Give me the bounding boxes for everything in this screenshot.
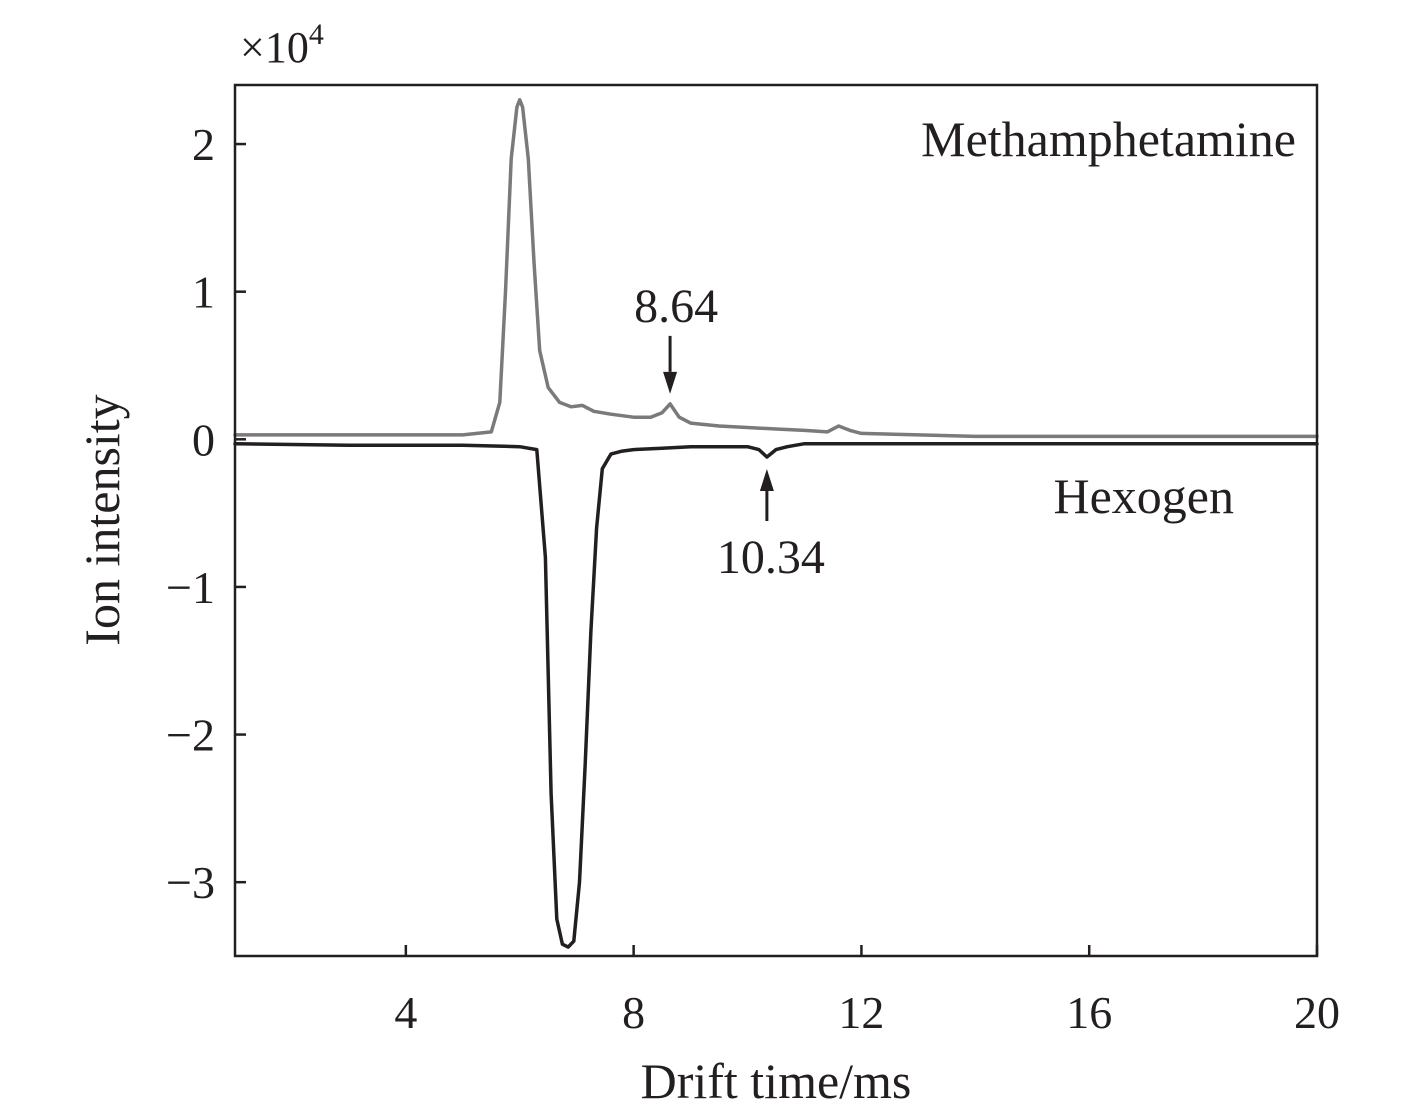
x-tick-label: 8 bbox=[622, 987, 645, 1038]
y-tick-label: 0 bbox=[192, 414, 215, 465]
annotations-layer: 8.64 10.34 bbox=[634, 280, 825, 584]
y-tick-label: 2 bbox=[192, 119, 215, 170]
y-tick-label: 1 bbox=[192, 267, 215, 318]
annotation-arrow-head bbox=[759, 469, 774, 492]
annotation-arrow-head bbox=[663, 371, 678, 394]
x-tick-label: 4 bbox=[394, 987, 417, 1038]
scale-label-prefix: ×10 bbox=[240, 23, 309, 72]
series-line-methamphetamine bbox=[233, 98, 1319, 439]
scale-label-exponent: 4 bbox=[309, 18, 324, 51]
series-line-hexogen bbox=[233, 441, 1319, 949]
y-tick-label: −3 bbox=[166, 857, 215, 908]
y-scale-multiplier: ×104 bbox=[240, 18, 324, 72]
series-layer bbox=[233, 98, 1319, 949]
annotation-label: 8.64 bbox=[634, 280, 718, 333]
annotation-label: 10.34 bbox=[717, 531, 825, 584]
plot-frame bbox=[233, 83, 1319, 958]
x-tick-label: 12 bbox=[838, 987, 884, 1038]
x-axis-title: Drift time/ms bbox=[641, 1053, 912, 1109]
series-label-hexogen: Hexogen bbox=[1054, 468, 1235, 524]
ticks-layer: 4 8 12 16 20 2 1 0 −1 −2 −3 bbox=[166, 119, 1340, 1038]
y-axis-title: Ion intensity bbox=[74, 394, 130, 645]
x-tick-label: 20 bbox=[1294, 987, 1340, 1038]
x-tick-label: 16 bbox=[1066, 987, 1112, 1038]
series-label-methamphetamine: Methamphetamine bbox=[921, 111, 1296, 167]
y-tick-label: −1 bbox=[166, 562, 215, 613]
y-tick-label: −2 bbox=[166, 710, 215, 761]
